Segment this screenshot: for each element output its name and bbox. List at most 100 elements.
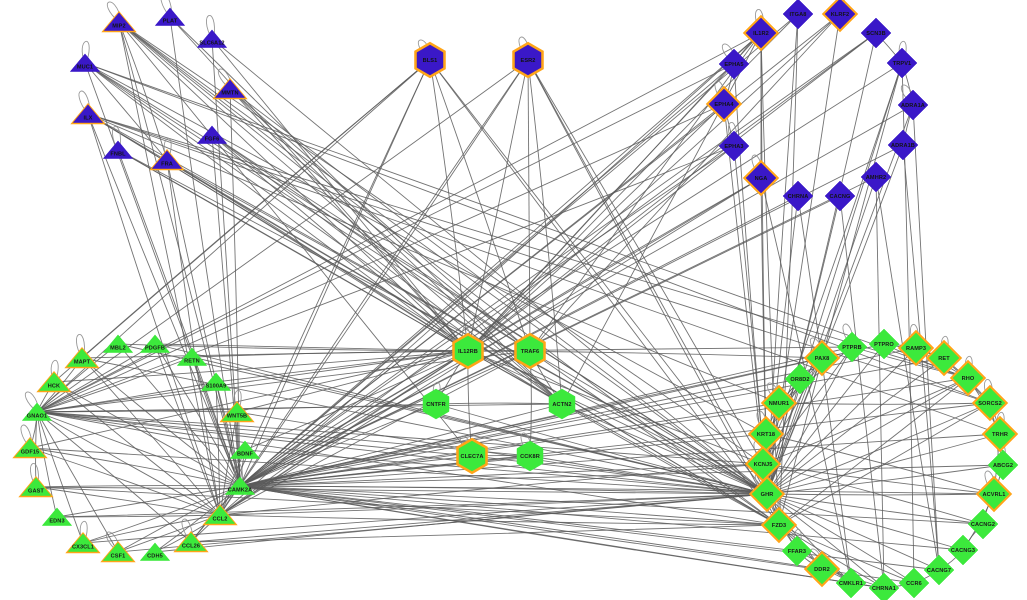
graph-node-cacng7[interactable]: CACNG7 [923, 554, 955, 586]
graph-node-nmur1[interactable]: NMUR1 [760, 384, 798, 422]
graph-node-mip2[interactable]: MIP2 [101, 11, 137, 33]
graph-node-s100a9[interactable]: S100A9 [201, 372, 231, 391]
node-body[interactable] [548, 388, 576, 420]
node-body[interactable] [176, 532, 206, 551]
graph-node-ccr6[interactable]: CCR6 [898, 567, 930, 599]
graph-node-csf1[interactable]: CSF1 [100, 541, 136, 563]
node-body[interactable] [422, 388, 450, 420]
graph-node-nga[interactable]: NGA [742, 159, 780, 197]
graph-node-muc1[interactable]: MUC1 [70, 53, 100, 72]
node-body[interactable] [103, 140, 133, 159]
node-body[interactable] [103, 334, 133, 353]
node-body[interactable] [708, 88, 740, 120]
node-body[interactable] [140, 542, 170, 561]
node-body[interactable] [860, 17, 892, 49]
graph-node-bls1[interactable]: BLS1 [414, 41, 446, 79]
graph-node-amhr2[interactable]: AMHR2 [860, 161, 892, 193]
node-body[interactable] [763, 509, 795, 541]
graph-node-bdnf[interactable]: BDNF [230, 440, 260, 459]
node-body[interactable] [718, 48, 750, 80]
node-body[interactable] [516, 335, 544, 367]
node-body[interactable] [928, 342, 960, 374]
node-body[interactable] [22, 402, 52, 421]
node-body[interactable] [967, 508, 999, 540]
graph-node-ptprb[interactable]: PTPRB [836, 331, 868, 363]
graph-node-cdh5[interactable]: CDH5 [140, 542, 170, 561]
graph-node-pax8[interactable]: PAX8 [803, 339, 841, 377]
graph-node-ptpro[interactable]: PTPRO [868, 328, 900, 360]
node-body[interactable] [782, 0, 814, 30]
graph-node-adra1b[interactable]: ADRA1B [887, 129, 919, 161]
node-body[interactable] [458, 440, 486, 472]
graph-node-mbl2[interactable]: MBL2 [103, 334, 133, 353]
node-body[interactable] [886, 47, 918, 79]
graph-node-trpv1[interactable]: TRPV1 [886, 47, 918, 79]
node-body[interactable] [140, 334, 170, 353]
node-body[interactable] [155, 7, 185, 26]
node-body[interactable] [42, 507, 72, 526]
node-body[interactable] [516, 440, 544, 472]
node-body[interactable] [824, 180, 856, 212]
node-body[interactable] [718, 130, 750, 162]
graph-node-fnbl[interactable]: FNBL [103, 140, 133, 159]
node-body[interactable] [978, 478, 1010, 510]
node-body[interactable] [222, 402, 252, 421]
graph-node-ffar3[interactable]: FFAR3 [781, 535, 813, 567]
node-body[interactable] [781, 535, 813, 567]
node-body[interactable] [39, 372, 69, 391]
node-body[interactable] [205, 505, 235, 524]
graph-node-il1r2[interactable]: IL1R2 [742, 14, 780, 52]
node-body[interactable] [887, 129, 919, 161]
graph-node-pdgfb[interactable]: PDGFB [140, 334, 170, 353]
node-body[interactable] [177, 347, 207, 366]
graph-node-esr2[interactable]: ESR2 [512, 41, 544, 79]
graph-node-cntfr[interactable]: CNTFR [422, 388, 450, 420]
node-body[interactable] [984, 418, 1016, 450]
node-body[interactable] [68, 533, 98, 552]
node-body[interactable] [897, 89, 929, 121]
node-body[interactable] [751, 478, 783, 510]
node-body[interactable] [70, 53, 100, 72]
nodes-layer[interactable]: MIP2PLATSLC6A12MUC1MMTNILXFGF6FNBLFRABLS… [12, 0, 1019, 600]
node-body[interactable] [835, 567, 867, 599]
node-body[interactable] [868, 572, 900, 600]
node-body[interactable] [806, 553, 838, 585]
node-body[interactable] [745, 17, 777, 49]
node-body[interactable] [73, 104, 103, 123]
node-body[interactable] [923, 554, 955, 586]
graph-node-acvrl1[interactable]: ACVRL1 [975, 475, 1013, 513]
graph-node-chrna[interactable]: CHRNA [782, 180, 814, 212]
node-body[interactable] [197, 125, 227, 144]
graph-node-fzd3[interactable]: FZD3 [760, 506, 798, 544]
node-body[interactable] [454, 335, 482, 367]
node-body[interactable] [860, 161, 892, 193]
graph-node-ghr[interactable]: GHR [748, 475, 786, 513]
node-body[interactable] [416, 44, 444, 76]
graph-node-rho[interactable]: RHO [949, 359, 987, 397]
node-body[interactable] [806, 342, 838, 374]
node-body[interactable] [15, 438, 45, 457]
graph-node-plat[interactable]: PLAT [155, 7, 185, 26]
graph-node-fgf6[interactable]: FGF6 [197, 125, 227, 144]
graph-node-scn3b[interactable]: SCN3B [860, 17, 892, 49]
node-body[interactable] [868, 328, 900, 360]
node-body[interactable] [230, 440, 260, 459]
node-body[interactable] [104, 12, 134, 31]
node-body[interactable] [745, 162, 777, 194]
graph-node-epha4[interactable]: EPHA4 [705, 85, 743, 123]
node-body[interactable] [215, 79, 245, 98]
node-body[interactable] [103, 542, 133, 561]
node-body[interactable] [763, 387, 795, 419]
graph-node-ddr2[interactable]: DDR2 [803, 550, 841, 588]
node-body[interactable] [784, 363, 816, 395]
graph-node-ramp3[interactable]: RAMP3 [897, 329, 935, 367]
graph-node-cx3cl1[interactable]: CX3CL1 [65, 532, 101, 554]
node-body[interactable] [836, 331, 868, 363]
node-body[interactable] [900, 332, 932, 364]
node-body[interactable] [782, 180, 814, 212]
node-body[interactable] [898, 567, 930, 599]
node-body[interactable] [987, 449, 1019, 481]
node-body[interactable] [952, 362, 984, 394]
